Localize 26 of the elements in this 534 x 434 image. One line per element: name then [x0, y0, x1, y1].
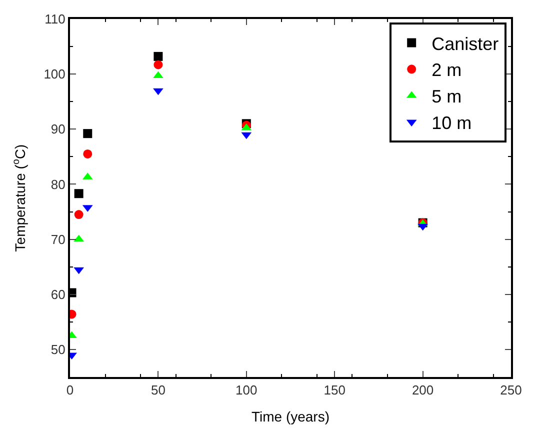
- y-tick-label: 80: [50, 176, 66, 192]
- point: [83, 129, 92, 138]
- legend-label: Canister: [432, 34, 499, 54]
- y-tick-label: 70: [50, 232, 66, 247]
- x-axis-title: Time (years): [251, 408, 330, 424]
- y-tick-label: 110: [44, 12, 66, 27]
- point: [154, 52, 163, 61]
- point: [74, 210, 84, 220]
- y-tick-label: 60: [50, 286, 66, 302]
- y-tick-label: 100: [44, 66, 66, 82]
- y-tick-label: 50: [50, 342, 66, 358]
- point: [153, 88, 164, 96]
- point: [154, 60, 163, 70]
- x-tick-label: 50: [150, 382, 166, 398]
- x-tick-label: 0: [66, 382, 74, 398]
- legend-label: 10 m: [432, 113, 472, 133]
- x-tick-label: 100: [236, 382, 258, 398]
- point: [83, 149, 92, 158]
- legend-label: 5 m: [432, 86, 462, 107]
- legend-label: 2 m: [432, 60, 462, 80]
- point: [74, 189, 84, 198]
- x-tick-label: 150: [324, 382, 346, 398]
- x-tick-label: 200: [412, 382, 434, 398]
- y-tick-label: 90: [50, 122, 66, 137]
- point: [418, 224, 428, 231]
- x-tick-label: 250: [500, 382, 522, 398]
